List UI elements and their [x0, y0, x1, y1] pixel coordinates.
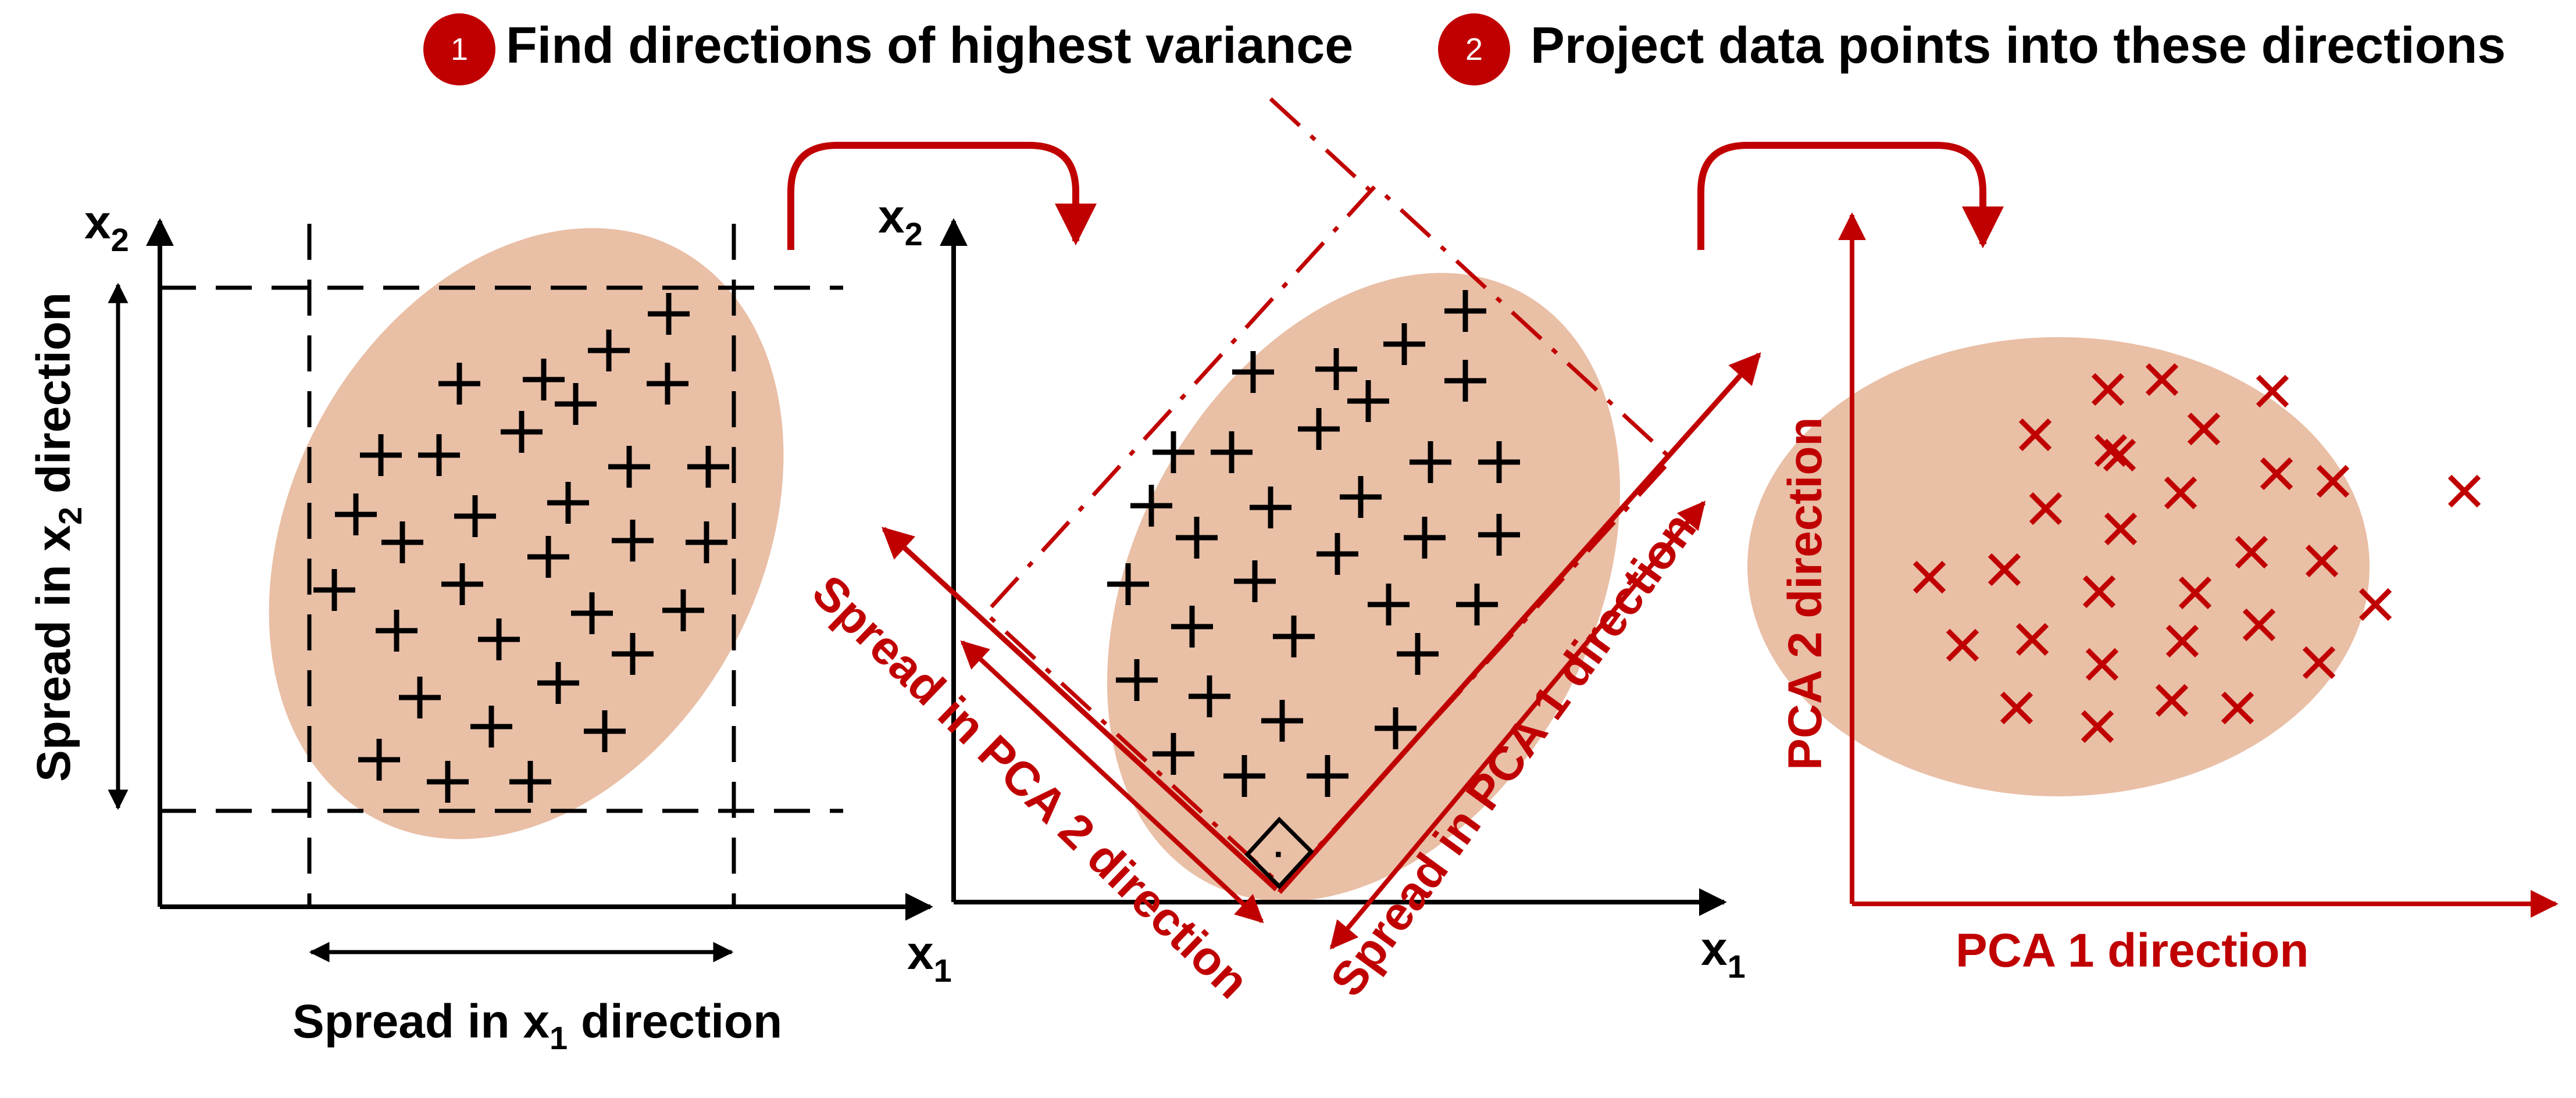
pca2-spread-arrow: [960, 640, 1264, 924]
pca1-spread-arrow: [1329, 500, 1706, 950]
cross-marker-icon: [2316, 464, 2350, 498]
cross-marker-icon: [2302, 646, 2336, 679]
cross-marker-icon: [2242, 608, 2276, 642]
x-axis-label: PCA 1 direction: [1956, 924, 2309, 977]
step-2-header: 2 Project data points into these directi…: [1438, 13, 2506, 85]
cross-marker-icon: [2085, 648, 2119, 681]
cross-marker-icon: [2256, 374, 2289, 408]
panel-1-original-data: x2 x1 Spread in x1 direction Spread in x…: [27, 196, 952, 1056]
step-1-number: 1: [451, 32, 468, 67]
cross-marker-icon: [2235, 535, 2268, 569]
cross-marker-icon: [2015, 623, 2049, 656]
curved-arrow-icon: [1697, 142, 2004, 250]
pca-dash-extension: [1269, 97, 1383, 202]
cross-marker-icon: [2359, 588, 2392, 621]
cross-marker-icon: [2145, 363, 2179, 396]
cross-marker-icon: [1913, 560, 1946, 594]
y-axis-label: x2: [84, 196, 129, 258]
cross-marker-icon: [2447, 474, 2481, 508]
x-axis-label: x1: [1701, 922, 1746, 985]
cross-marker-icon: [2178, 576, 2212, 610]
cross-marker-icon: [2091, 373, 2125, 406]
cross-marker-icon: [2260, 457, 2293, 491]
cross-marker-icon: [2305, 544, 2339, 578]
cross-marker-icon: [1946, 628, 1979, 662]
step-1-title: Find directions of highest variance: [506, 16, 1353, 74]
spread-bounds: [160, 224, 843, 907]
cross-marker-icon: [2094, 434, 2128, 467]
cross-marker-icon: [2164, 476, 2197, 510]
step-2-badge: [1438, 13, 1510, 85]
cross-marker-icon: [2103, 438, 2136, 472]
y-axis-label: PCA 2 direction: [1779, 417, 1832, 770]
data-points: [313, 293, 729, 803]
cross-marker-icon: [2155, 684, 2189, 717]
cross-marker-icon: [2000, 691, 2033, 725]
cross-marker-icon: [2029, 492, 2063, 525]
step-1-badge: [423, 13, 495, 85]
x-axis-label: x1: [907, 927, 952, 989]
curved-arrow-icon: [787, 142, 1097, 250]
y-spread-label: Spread in x2 direction: [27, 292, 88, 782]
step-2-number: 2: [1465, 32, 1483, 67]
data-points: [1913, 363, 2481, 743]
cross-marker-icon: [2082, 575, 2116, 609]
cross-marker-icon: [2104, 512, 2138, 546]
data-cloud: [269, 228, 784, 839]
step-1-header: 1 Find directions of highest variance: [423, 13, 1353, 85]
cross-marker-icon: [2187, 412, 2221, 446]
step-2-title: Project data points into these direction…: [1530, 16, 2506, 74]
cross-marker-icon: [2165, 624, 2199, 658]
panel-2-pca-directions: x2 x1 · Spread in PCA 1 direction Spread…: [802, 97, 1761, 1008]
panel-3-projected-data: PCA 1 direction PCA 2 direction: [1747, 212, 2559, 977]
cross-marker-icon: [2018, 418, 2052, 452]
y-axis-label: x2: [878, 190, 923, 252]
x-spread-label: Spread in x1 direction: [292, 995, 782, 1056]
right-angle-dot: ·: [1273, 835, 1285, 874]
cross-marker-icon: [1988, 553, 2021, 586]
cross-marker-icon: [2081, 710, 2114, 743]
cross-marker-icon: [2221, 691, 2254, 725]
data-cloud: [1747, 337, 2370, 796]
